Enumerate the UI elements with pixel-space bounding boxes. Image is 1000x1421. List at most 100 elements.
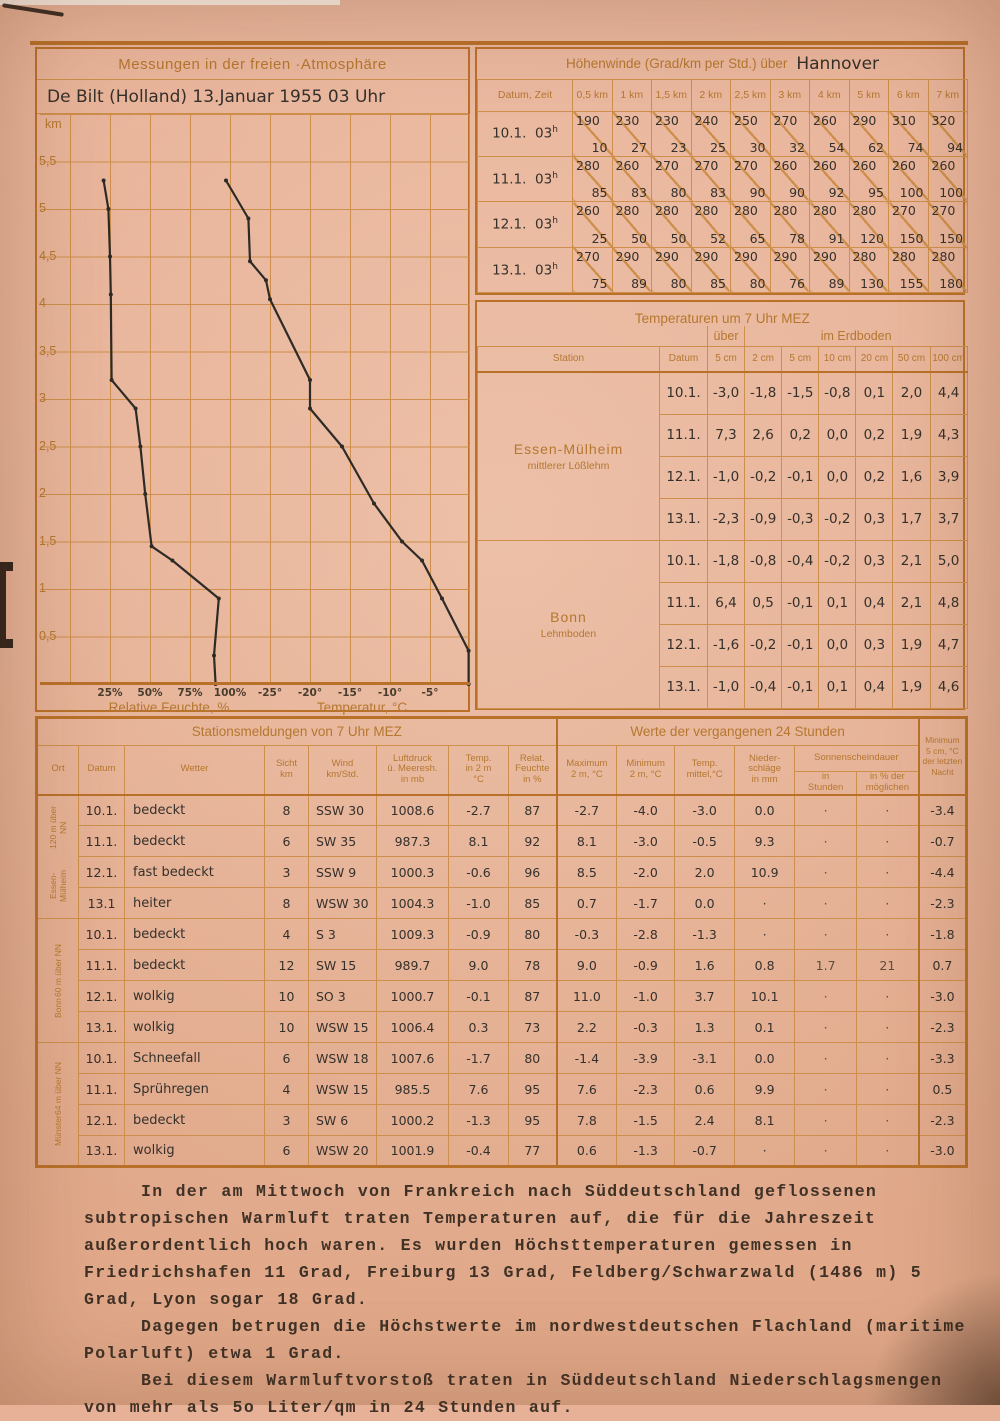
depth-header: 20 cm <box>855 345 894 373</box>
wind-speed: 150 <box>939 230 964 246</box>
station-report-row: 11.1. bedeckt 12 SW 15 989.7 9.0 78 9.0 … <box>37 949 968 982</box>
x-tick-label: 100% <box>213 687 247 699</box>
temp-mittel-header: Temp. mittel,°C <box>674 744 736 796</box>
station-name: Bonn <box>550 608 587 625</box>
wind-direction: 290 <box>813 248 837 264</box>
sonnenschein-stunden-cell: · <box>794 1135 858 1168</box>
scan-corner-shadow <box>860 1245 1000 1405</box>
wind-cell: WSW 15 <box>308 1073 377 1106</box>
wind-speed: 90 <box>749 185 766 201</box>
wind-speed: 80 <box>749 276 766 291</box>
sicht-cell: 3 <box>264 1104 309 1137</box>
commentary-paragraph: In der am Mittwoch von Frankreich nach S… <box>84 1182 922 1309</box>
station-label-vertical: Bonn 60 m über NN <box>36 918 79 1044</box>
date-time-cell: 11.1. 03h <box>477 155 573 203</box>
min5-cell: -3.3 <box>917 1042 968 1075</box>
wind-direction-speed-cell: 270 90 <box>730 155 771 203</box>
temp-value: 6,4 <box>706 581 746 625</box>
temp-value: 4,7 <box>929 623 968 667</box>
upper-winds-table: Höhenwinde (Grad/km per Std.) über Hanno… <box>477 49 969 294</box>
chart-x-axis <box>40 682 470 685</box>
wind-direction-speed-cell: 270 80 <box>651 155 692 203</box>
commentary-paragraph: Bei diesem Warmluftvorstoß traten in Süd… <box>84 1371 943 1417</box>
wind-speed: 25 <box>591 230 608 246</box>
niederschlag-cell: 0.0 <box>734 794 796 827</box>
min5-cell: -2.3 <box>917 887 968 920</box>
typewritten-commentary: In der am Mittwoch von Frankreich nach S… <box>84 1178 982 1421</box>
sonnenschein-prozent-cell: · <box>856 794 920 827</box>
maximum-cell: 11.0 <box>555 980 618 1013</box>
wind-speed: 52 <box>710 230 726 246</box>
minimum-cell: -4.0 <box>616 794 676 827</box>
temp-mittel-cell: -0.5 <box>674 825 736 858</box>
wind-direction: 270 <box>734 157 758 173</box>
temp-value: 4,6 <box>929 665 968 709</box>
chart-grid-vertical <box>70 114 470 684</box>
altitude-header: 1,5 km <box>651 78 692 112</box>
temp-mittel-cell: 0.0 <box>674 887 736 920</box>
depth-header: 5 cm <box>781 345 820 373</box>
niederschlag-cell: · <box>734 918 796 951</box>
datum-cell: 12.1. <box>78 1104 125 1137</box>
wind-direction: 270 <box>892 203 916 219</box>
temp-value: -2,3 <box>706 497 746 541</box>
wind-direction-speed-cell: 280 91 <box>809 201 850 248</box>
wetter-cell: wolkig <box>124 980 265 1013</box>
wind-direction-speed-cell: 260 95 <box>848 155 889 203</box>
station-reports-panel: Stationsmeldungen von 7 Uhr MEZ Werte de… <box>35 716 969 1169</box>
luftdruck-cell: 985.5 <box>376 1073 449 1106</box>
wind-direction: 280 <box>615 203 640 219</box>
wind-direction-speed-cell: 230 27 <box>611 110 652 157</box>
wind-speed: 65 <box>749 230 766 246</box>
wind-speed: 10 <box>591 139 608 155</box>
sonnenschein-prozent-cell: · <box>856 980 920 1013</box>
band-title-row: Stationsmeldungen von 7 Uhr MEZ Werte de… <box>35 716 968 796</box>
wind-direction-speed-cell: 280 50 <box>611 201 652 248</box>
niederschlag-cell: 9.3 <box>734 825 796 858</box>
wind-speed: 74 <box>907 139 924 155</box>
temp-value: -1,6 <box>706 623 746 667</box>
wind-cell: SW 35 <box>308 825 377 858</box>
wind-direction-speed-cell: 260 90 <box>769 155 810 203</box>
wind-header: Wind km/Std. <box>308 744 377 796</box>
niederschlag-cell: 0.1 <box>734 1011 796 1044</box>
temp-value: 2,6 <box>744 413 783 457</box>
feuchte-cell: 87 <box>507 794 558 827</box>
sonnenschein-prozent-cell: · <box>856 1073 920 1106</box>
wind-direction-speed-cell: 280 120 <box>848 201 889 248</box>
temp-value: 2,1 <box>892 581 931 625</box>
wind-speed: 100 <box>939 185 964 201</box>
x-tick-label: 75% <box>177 687 203 699</box>
minimum-cell: -0.9 <box>616 949 676 982</box>
temp-mittel-cell: -3.1 <box>674 1042 736 1075</box>
wind-speed: 89 <box>631 276 647 291</box>
maximum-cell: 0.6 <box>555 1135 618 1168</box>
niederschlag-cell: · <box>734 1135 796 1168</box>
soil-type: mittlerer Lößlehm <box>527 459 610 472</box>
wind-direction: 270 <box>694 157 719 173</box>
temp-value: -0,1 <box>781 623 820 667</box>
temp-value: 5,0 <box>929 539 968 583</box>
sicht-cell: 12 <box>264 949 309 982</box>
temp-value: 0,1 <box>818 665 857 709</box>
temperature-axis-caption: Temperatur, °C <box>316 700 408 715</box>
date-time-cell: 10.1. 03h <box>477 110 573 157</box>
datum-cell: 11.1. <box>659 413 708 457</box>
station-report-row: 12.1. bedeckt 3 SW 6 1000.2 -1.3 95 7.8 … <box>37 1104 968 1137</box>
temp-value: -1,8 <box>744 371 783 415</box>
station-report-row: 11.1. bedeckt 6 SW 35 987.3 8.1 92 8.1 -… <box>37 825 968 858</box>
temp-value: -0,4 <box>744 665 783 709</box>
y-axis-unit: km <box>45 117 62 131</box>
chart-subtitle: De Bilt (Holland) 13.Januar 1955 03 Uhr <box>37 80 468 114</box>
niederschlag-cell: 8.1 <box>734 1104 796 1137</box>
temp-value: 0,1 <box>855 371 894 415</box>
sicht-cell: 10 <box>264 980 309 1013</box>
luftdruck-cell: 1004.3 <box>376 887 449 920</box>
datum-cell: 13.1. <box>659 665 708 709</box>
min5-cell: -3.0 <box>917 1135 968 1168</box>
temp-value: -0,2 <box>744 623 783 667</box>
temp-value: 4,4 <box>929 371 968 415</box>
temperature-data-row: Bonn Lehmboden 10.1. -1,8 -0,8 -0,4 -0,2… <box>477 539 968 709</box>
feuchte-cell: 85 <box>507 887 558 920</box>
temp-cell: -0.4 <box>448 1135 509 1168</box>
